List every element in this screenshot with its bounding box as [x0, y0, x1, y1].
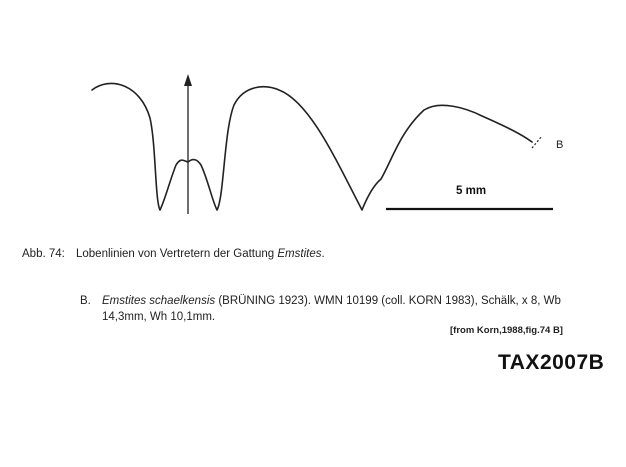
- scale-bar-label: 5 mm: [456, 185, 486, 197]
- entry-line-2: 14,3mm, Wh 10,1mm.: [102, 311, 216, 323]
- entry-letter: B.: [80, 295, 91, 307]
- caption-end: .: [321, 248, 325, 260]
- siphonal-arrow-head: [184, 74, 192, 86]
- caption-genus: Emstites: [277, 248, 322, 260]
- entry-species: Emstites schaelkensis: [102, 295, 216, 307]
- figure-caption: Abb. 74: Lobenlinien von Vertretern der G…: [22, 247, 325, 261]
- caption-label: Abb. 74:: [22, 248, 65, 260]
- source-note: [from Korn,1988,fig.74 B]: [450, 325, 563, 336]
- suture-line-figure: B 5 mm: [91, 74, 563, 214]
- suture-end-tick: [531, 135, 543, 149]
- suture-line: [91, 82, 533, 211]
- specimen-code: TAX2007B: [498, 351, 605, 374]
- entry-line-1: Emstites schaelkensis (BRÜNING 1923). WM…: [102, 294, 561, 308]
- caption-text: Lobenlinien von Vertretern der Gattung: [76, 248, 278, 260]
- entry-details: (BRÜNING 1923). WMN 10199 (coll. KORN 19…: [215, 295, 561, 307]
- specimen-marker: B: [556, 139, 563, 151]
